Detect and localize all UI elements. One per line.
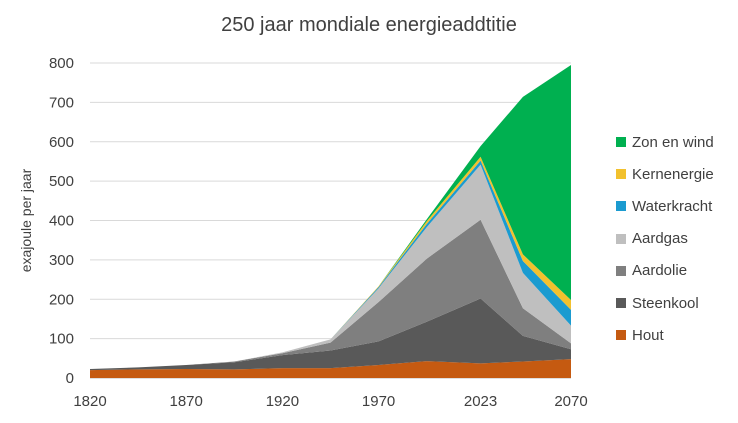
y-tick-label: 400 bbox=[49, 213, 74, 230]
chart-title: 250 jaar mondiale energieaddtitie bbox=[221, 14, 517, 36]
legend-swatch bbox=[616, 233, 626, 244]
legend-swatch bbox=[616, 298, 626, 309]
legend-label: Kernenergie bbox=[632, 165, 714, 183]
legend-swatch bbox=[616, 137, 626, 148]
y-tick-label: 200 bbox=[49, 291, 74, 308]
y-axis-title: exajoule per jaar bbox=[18, 168, 34, 272]
y-tick-label: 800 bbox=[49, 55, 74, 72]
legend-swatch bbox=[616, 201, 626, 212]
x-tick-label: 1870 bbox=[170, 393, 203, 410]
area-series-aardolie bbox=[90, 219, 571, 369]
legend-item: Hout bbox=[616, 319, 736, 351]
legend-item: Aardolie bbox=[616, 255, 736, 287]
legend-item: Waterkracht bbox=[616, 190, 736, 222]
x-tick-label: 1970 bbox=[362, 393, 395, 410]
x-tick-label: 2023 bbox=[464, 393, 497, 410]
legend-label: Steenkool bbox=[632, 294, 699, 312]
legend-label: Zon en wind bbox=[632, 133, 714, 151]
legend-label: Aardgas bbox=[632, 230, 688, 248]
legend-swatch bbox=[616, 169, 626, 180]
legend-label: Hout bbox=[632, 326, 664, 344]
legend-label: Aardolie bbox=[632, 262, 688, 280]
area-series-hout bbox=[90, 359, 571, 378]
area-series-steenkool bbox=[90, 298, 571, 371]
y-tick-label: 0 bbox=[66, 370, 74, 387]
area-series-aardgas bbox=[90, 164, 571, 369]
legend-swatch bbox=[616, 330, 626, 341]
x-tick-label: 1820 bbox=[73, 393, 106, 410]
legend-item: Kernenergie bbox=[616, 158, 736, 190]
legend-item: Zon en wind bbox=[616, 126, 736, 158]
y-tick-label: 700 bbox=[49, 94, 74, 111]
legend-swatch bbox=[616, 265, 626, 276]
legend-item: Aardgas bbox=[616, 223, 736, 255]
legend: Zon en wind Kernenergie Waterkracht Aardgas… bbox=[616, 126, 736, 351]
legend-label: Waterkracht bbox=[632, 197, 713, 215]
legend-item: Steenkool bbox=[616, 287, 736, 319]
y-tick-label: 600 bbox=[49, 134, 74, 151]
y-tick-label: 100 bbox=[49, 331, 74, 348]
x-tick-label: 1920 bbox=[266, 393, 299, 410]
x-tick-label: 2070 bbox=[554, 393, 587, 410]
y-tick-label: 500 bbox=[49, 173, 74, 190]
y-tick-label: 300 bbox=[49, 252, 74, 269]
